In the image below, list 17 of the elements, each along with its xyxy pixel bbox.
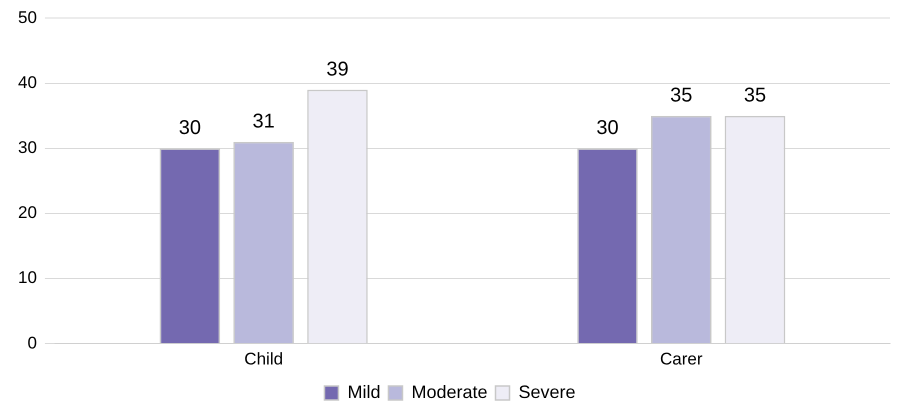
data-label: 30 <box>596 116 619 139</box>
data-label: 31 <box>252 110 275 132</box>
legend-label: Moderate <box>411 382 488 402</box>
data-label: 30 <box>178 116 202 139</box>
y-tick-label: 20 <box>18 203 37 222</box>
legend-label: Severe <box>518 382 576 402</box>
data-label: 39 <box>326 58 349 80</box>
y-tick-label: 50 <box>18 8 37 27</box>
y-tick-label: 10 <box>18 268 37 288</box>
y-tick-label: 40 <box>18 72 37 92</box>
y-tick-label: 30 <box>18 138 37 158</box>
legend-label: Mild <box>347 382 380 402</box>
x-tick-label: Child <box>244 349 284 368</box>
data-label: 35 <box>744 84 766 106</box>
y-tick-label: 0 <box>27 333 37 352</box>
x-tick-label: Carer <box>660 349 703 368</box>
data-label: 35 <box>670 84 692 106</box>
